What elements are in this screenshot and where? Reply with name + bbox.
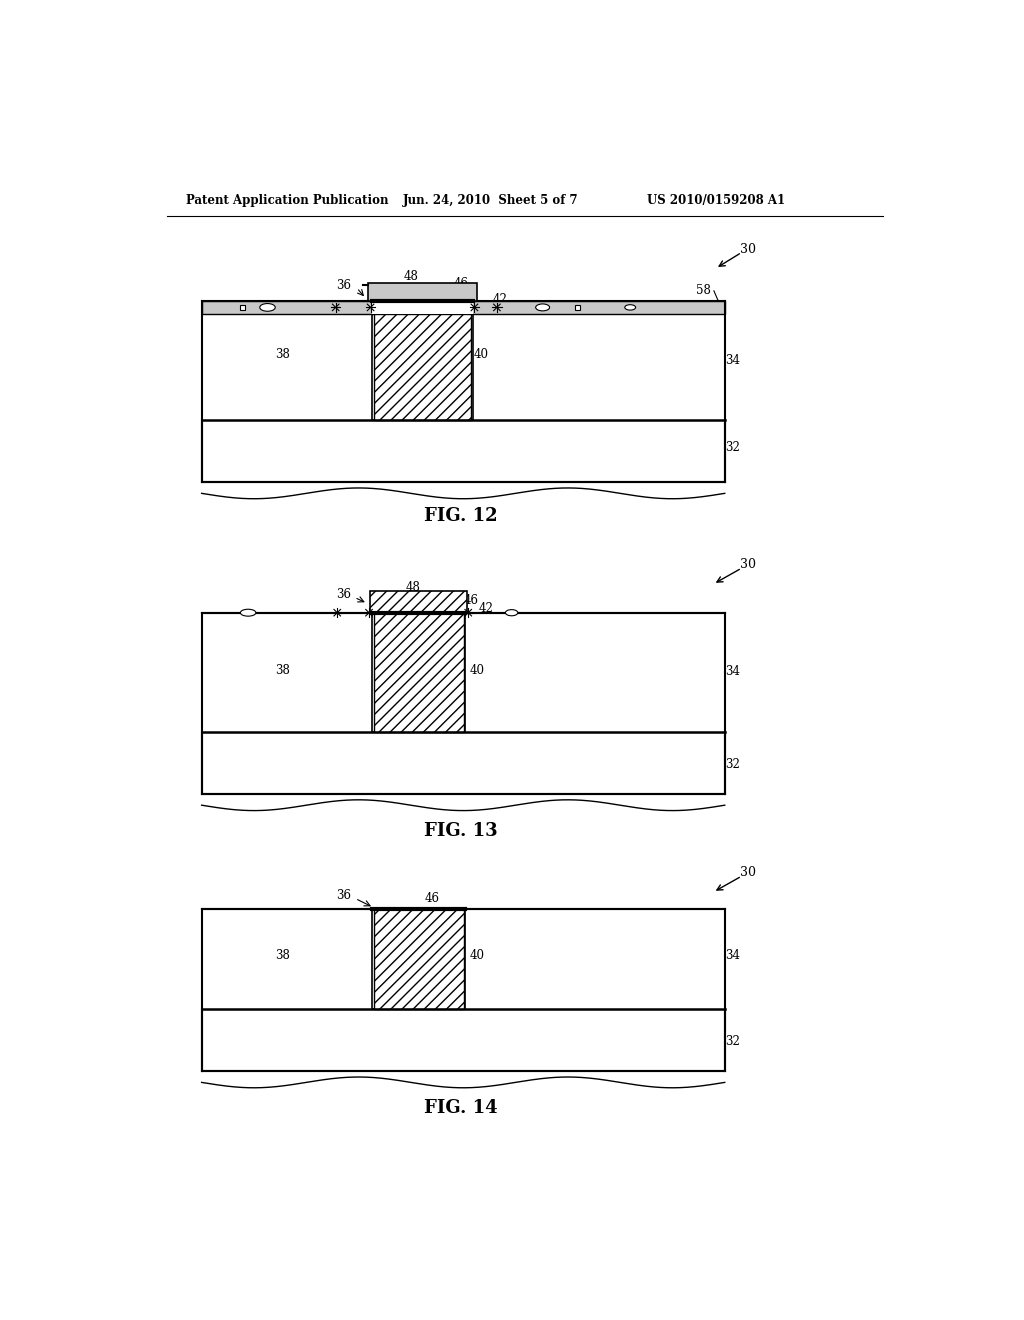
Bar [372,909,465,1010]
Text: 30: 30 [740,866,756,879]
Ellipse shape [241,610,256,616]
Text: 36: 36 [336,279,351,292]
Text: Patent Application Publication: Patent Application Publication [186,194,389,207]
Bar [575,305,580,310]
Text: 32: 32 [725,1035,740,1048]
Ellipse shape [506,610,518,615]
Text: 36: 36 [336,888,351,902]
Bar [372,301,473,420]
Ellipse shape [625,305,636,310]
Text: 48: 48 [406,581,421,594]
Text: 46: 46 [454,277,469,289]
Text: FIG. 12: FIG. 12 [424,507,498,525]
Bar [372,301,473,314]
Bar [202,301,725,314]
Text: 46: 46 [425,892,440,906]
Bar [202,733,725,793]
Text: 32: 32 [725,441,740,454]
Bar [370,591,467,612]
Text: 46: 46 [464,594,479,607]
Text: 36: 36 [336,589,351,602]
Text: 34: 34 [725,354,740,367]
Text: FIG. 14: FIG. 14 [424,1098,498,1117]
Bar [202,612,725,733]
Bar [202,1010,725,1071]
Text: 30: 30 [740,243,756,256]
Text: 38: 38 [275,949,291,962]
Bar [374,612,464,733]
Text: 42: 42 [493,293,508,306]
Bar [202,909,725,1010]
Text: 58: 58 [696,284,712,297]
Text: 34: 34 [725,949,740,962]
Text: 40: 40 [469,949,484,962]
Bar [202,301,725,420]
Ellipse shape [536,304,550,312]
Text: 38: 38 [275,348,291,362]
Text: 38: 38 [275,664,291,677]
Bar [372,612,465,733]
Text: 42: 42 [478,602,494,615]
Ellipse shape [260,304,275,312]
Text: 32: 32 [725,758,740,771]
Bar [202,420,725,482]
Text: 34: 34 [725,665,740,678]
Text: Jun. 24, 2010  Sheet 5 of 7: Jun. 24, 2010 Sheet 5 of 7 [403,194,579,207]
Text: 40: 40 [473,348,488,362]
Bar [374,301,471,420]
Text: FIG. 13: FIG. 13 [424,821,498,840]
Text: US 2010/0159208 A1: US 2010/0159208 A1 [647,194,785,207]
Bar [374,909,464,1010]
Text: 48: 48 [403,271,419,284]
Bar [369,284,477,301]
Text: 40: 40 [469,664,484,677]
Text: 30: 30 [740,558,756,572]
Bar [241,305,245,310]
